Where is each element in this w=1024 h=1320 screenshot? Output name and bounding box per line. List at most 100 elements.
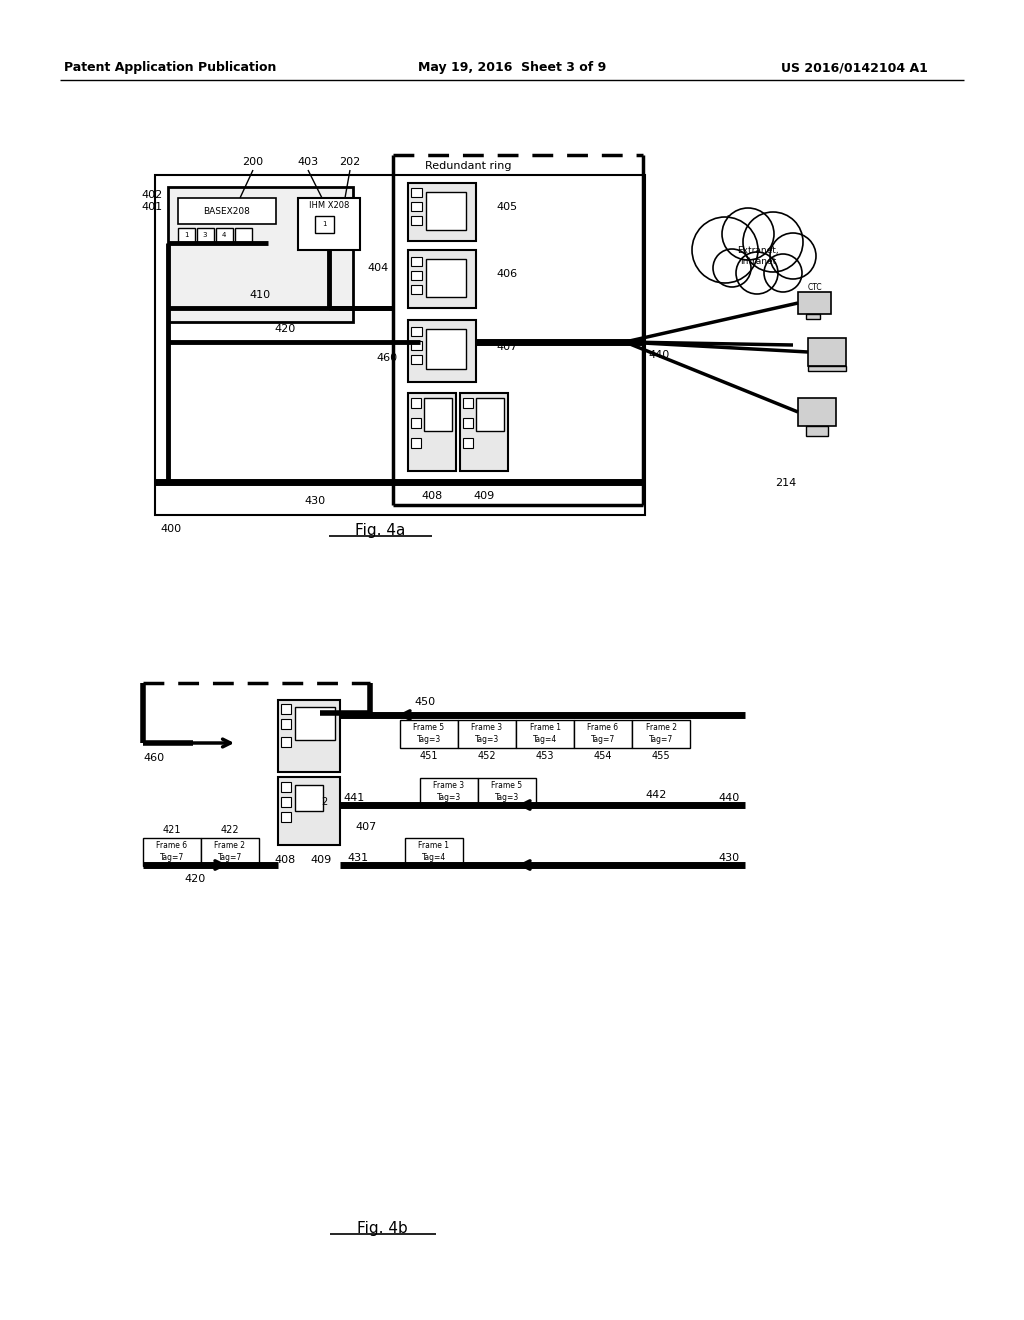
Text: Redundant ring: Redundant ring bbox=[425, 161, 511, 172]
Bar bbox=[411, 355, 422, 364]
Bar bbox=[168, 187, 353, 322]
Circle shape bbox=[692, 216, 758, 282]
Bar bbox=[408, 183, 476, 242]
Bar bbox=[315, 216, 334, 234]
Text: 401: 401 bbox=[142, 202, 163, 213]
Circle shape bbox=[722, 209, 774, 260]
Text: Tag=7: Tag=7 bbox=[160, 853, 184, 862]
Bar bbox=[408, 319, 476, 381]
Bar bbox=[281, 797, 291, 807]
Bar bbox=[178, 228, 195, 243]
Text: Frame 6: Frame 6 bbox=[588, 723, 618, 733]
Text: Frame 1: Frame 1 bbox=[419, 842, 450, 850]
Text: BASEX208: BASEX208 bbox=[204, 206, 251, 215]
Text: CTC: CTC bbox=[808, 284, 822, 293]
Bar bbox=[143, 838, 201, 866]
Text: Frame 2: Frame 2 bbox=[645, 723, 677, 733]
Text: Tag=7: Tag=7 bbox=[218, 853, 242, 862]
Bar bbox=[806, 426, 828, 436]
Text: 400: 400 bbox=[160, 524, 181, 535]
Text: Tag=3: Tag=3 bbox=[495, 792, 519, 801]
Bar bbox=[411, 438, 421, 447]
Text: Intranet: Intranet bbox=[740, 256, 776, 265]
Text: 430: 430 bbox=[304, 496, 326, 506]
Text: Tag=3: Tag=3 bbox=[437, 792, 461, 801]
Bar bbox=[178, 198, 276, 224]
Bar bbox=[806, 314, 820, 319]
Bar bbox=[281, 737, 291, 747]
Text: 453: 453 bbox=[536, 751, 554, 762]
Text: 409: 409 bbox=[310, 855, 332, 865]
Bar bbox=[798, 292, 831, 314]
Text: 430: 430 bbox=[719, 853, 740, 863]
Bar bbox=[411, 341, 422, 350]
Text: Tag=4: Tag=4 bbox=[532, 734, 557, 743]
Bar bbox=[808, 366, 846, 371]
Bar bbox=[426, 259, 466, 297]
Bar bbox=[411, 271, 422, 280]
Bar bbox=[463, 399, 473, 408]
Bar bbox=[411, 257, 422, 267]
Bar bbox=[632, 719, 690, 748]
Text: 440: 440 bbox=[719, 793, 740, 803]
Text: Frame 5: Frame 5 bbox=[492, 781, 522, 791]
Bar bbox=[424, 399, 452, 432]
Text: 460: 460 bbox=[143, 752, 164, 763]
Circle shape bbox=[713, 249, 751, 286]
Text: Fig. 4b: Fig. 4b bbox=[356, 1221, 408, 1236]
Text: Frame 2: Frame 2 bbox=[214, 842, 246, 850]
Text: 4: 4 bbox=[222, 232, 226, 238]
Text: Tag=7: Tag=7 bbox=[649, 734, 673, 743]
Text: 403: 403 bbox=[297, 157, 318, 168]
Text: 420: 420 bbox=[184, 874, 206, 884]
Text: Frame 5: Frame 5 bbox=[414, 723, 444, 733]
Bar bbox=[298, 198, 360, 249]
Text: 431: 431 bbox=[347, 853, 368, 863]
Bar bbox=[420, 777, 478, 807]
Text: 421: 421 bbox=[163, 825, 181, 836]
Text: Extranet,: Extranet, bbox=[737, 246, 779, 255]
Bar bbox=[281, 704, 291, 714]
Text: 407: 407 bbox=[355, 822, 376, 832]
Text: 451: 451 bbox=[420, 751, 438, 762]
Bar bbox=[295, 708, 335, 741]
Bar bbox=[411, 327, 422, 337]
Bar bbox=[295, 785, 323, 810]
Bar bbox=[281, 719, 291, 729]
Bar bbox=[426, 191, 466, 230]
Circle shape bbox=[764, 253, 802, 292]
Text: 455: 455 bbox=[651, 751, 671, 762]
Bar bbox=[516, 719, 574, 748]
Text: Tag=3: Tag=3 bbox=[417, 734, 441, 743]
Text: Frame 6: Frame 6 bbox=[157, 842, 187, 850]
Bar bbox=[478, 777, 536, 807]
Bar bbox=[411, 216, 422, 224]
Text: 450: 450 bbox=[723, 215, 744, 224]
Bar bbox=[574, 719, 632, 748]
Bar bbox=[281, 812, 291, 822]
Circle shape bbox=[743, 213, 803, 272]
Bar bbox=[234, 228, 252, 243]
Text: 2: 2 bbox=[321, 797, 327, 807]
Text: May 19, 2016  Sheet 3 of 9: May 19, 2016 Sheet 3 of 9 bbox=[418, 62, 606, 74]
Text: 409: 409 bbox=[473, 491, 495, 502]
Text: Patent Application Publication: Patent Application Publication bbox=[63, 62, 276, 74]
Text: IHM X208: IHM X208 bbox=[309, 202, 349, 210]
Circle shape bbox=[770, 234, 816, 279]
Bar bbox=[197, 228, 214, 243]
Text: 410: 410 bbox=[250, 290, 270, 300]
Text: 404: 404 bbox=[367, 263, 388, 273]
Text: 460: 460 bbox=[377, 352, 398, 363]
Bar bbox=[155, 176, 645, 515]
Text: 3: 3 bbox=[203, 232, 207, 238]
Bar bbox=[278, 777, 340, 845]
Text: 402: 402 bbox=[141, 190, 163, 201]
Text: US 2016/0142104 A1: US 2016/0142104 A1 bbox=[780, 62, 928, 74]
Bar bbox=[808, 338, 846, 366]
Bar bbox=[408, 249, 476, 308]
Text: Frame 3: Frame 3 bbox=[471, 723, 503, 733]
Text: 406: 406 bbox=[496, 269, 517, 279]
Text: 422: 422 bbox=[221, 825, 240, 836]
Text: 408: 408 bbox=[274, 855, 296, 865]
Bar bbox=[411, 418, 421, 428]
